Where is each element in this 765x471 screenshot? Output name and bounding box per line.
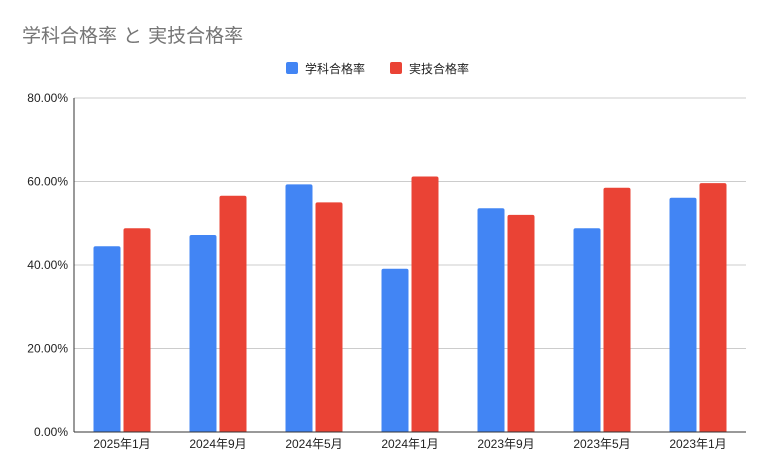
y-tick-label: 40.00% bbox=[27, 258, 68, 272]
bar-jitsugi[interactable] bbox=[507, 214, 535, 432]
y-tick-label: 20.00% bbox=[27, 342, 68, 356]
bar-gakka[interactable] bbox=[93, 246, 121, 432]
bar-gakka[interactable] bbox=[477, 208, 505, 432]
bar-jitsugi[interactable] bbox=[123, 228, 151, 432]
gridlines bbox=[74, 97, 746, 349]
legend-swatch-gakka bbox=[286, 62, 298, 74]
x-tick-label: 2024年9月 bbox=[189, 437, 246, 451]
y-tick-label: 60.00% bbox=[27, 175, 68, 189]
y-tick-label: 0.00% bbox=[34, 425, 68, 439]
x-tick-label: 2024年1月 bbox=[381, 437, 438, 451]
bars bbox=[93, 176, 727, 432]
bar-jitsugi[interactable] bbox=[411, 176, 439, 432]
legend: 学科合格率 実技合格率 bbox=[286, 61, 469, 76]
x-axis-ticks: 2025年1月 2024年9月 2024年5月 2024年1月 2023年9月 2023年… bbox=[93, 437, 726, 451]
x-tick-label: 2024年5月 bbox=[285, 437, 342, 451]
legend-label-gakka: 学科合格率 bbox=[305, 61, 365, 76]
bar-gakka[interactable] bbox=[669, 197, 697, 432]
chart-title: 学科合格率 と 実技合格率 bbox=[22, 25, 243, 47]
legend-label-jitsugi: 実技合格率 bbox=[409, 61, 469, 76]
x-tick-label: 2023年1月 bbox=[669, 437, 726, 451]
bar-jitsugi[interactable] bbox=[219, 195, 247, 432]
x-tick-label: 2025年1月 bbox=[93, 437, 150, 451]
bar-jitsugi[interactable] bbox=[699, 183, 727, 432]
bar-gakka[interactable] bbox=[573, 228, 601, 432]
bar-gakka[interactable] bbox=[285, 184, 313, 432]
legend-swatch-jitsugi bbox=[390, 62, 402, 74]
x-tick-label: 2023年5月 bbox=[573, 437, 630, 451]
bar-gakka[interactable] bbox=[189, 234, 217, 432]
y-tick-label: 80.00% bbox=[27, 91, 68, 105]
y-axis-ticks: 0.00% 20.00% 40.00% 60.00% 80.00% bbox=[27, 91, 68, 439]
bar-jitsugi[interactable] bbox=[603, 187, 631, 432]
bar-jitsugi[interactable] bbox=[315, 202, 343, 432]
bar-gakka[interactable] bbox=[381, 268, 409, 432]
x-tick-label: 2023年9月 bbox=[477, 437, 534, 451]
